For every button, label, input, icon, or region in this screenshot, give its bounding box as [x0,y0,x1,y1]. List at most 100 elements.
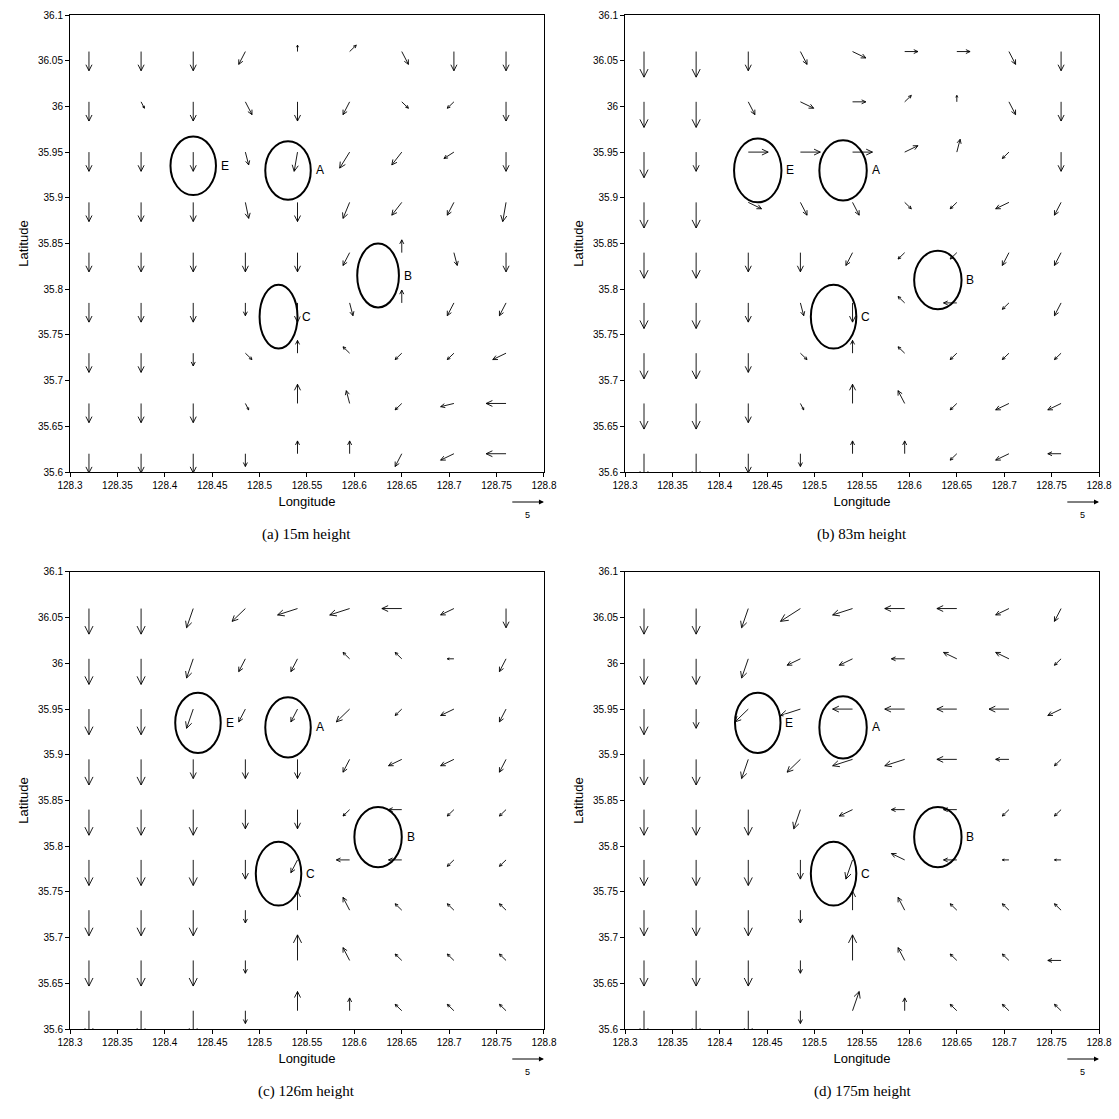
svg-text:128.3: 128.3 [613,480,638,491]
svg-text:B: B [404,269,412,283]
svg-text:A: A [316,163,324,177]
svg-text:35.9: 35.9 [44,192,64,203]
svg-text:128.65: 128.65 [386,480,417,491]
svg-text:36: 36 [52,101,64,112]
svg-text:36.05: 36.05 [38,612,63,623]
svg-text:35.6: 35.6 [44,467,64,478]
svg-text:A: A [872,720,880,734]
svg-text:35.85: 35.85 [593,238,618,249]
svg-text:35.8: 35.8 [44,284,64,295]
svg-text:35.6: 35.6 [44,1024,64,1035]
svg-text:128.7: 128.7 [992,480,1017,491]
svg-text:128.4: 128.4 [707,1037,732,1048]
svg-text:128.45: 128.45 [752,480,783,491]
svg-text:Longitude: Longitude [278,1051,335,1066]
svg-text:5: 5 [525,1067,530,1077]
svg-text:128.3: 128.3 [57,480,82,491]
svg-text:B: B [407,830,415,844]
svg-text:35.6: 35.6 [599,1024,619,1035]
svg-text:128.65: 128.65 [386,1037,417,1048]
svg-text:35.95: 35.95 [593,147,618,158]
svg-text:Longitude: Longitude [833,494,890,509]
svg-text:Longitude: Longitude [833,1051,890,1066]
svg-text:35.95: 35.95 [38,147,63,158]
svg-text:B: B [966,273,974,287]
svg-text:35.9: 35.9 [599,749,619,760]
svg-text:36: 36 [607,658,619,669]
svg-text:128.65: 128.65 [942,1037,973,1048]
svg-text:128.6: 128.6 [897,480,922,491]
svg-text:35.85: 35.85 [593,795,618,806]
svg-text:128.4: 128.4 [152,480,177,491]
svg-text:128.4: 128.4 [152,1037,177,1048]
svg-text:128.45: 128.45 [197,1037,228,1048]
svg-text:E: E [221,159,229,173]
svg-text:35.7: 35.7 [599,375,619,386]
svg-text:E: E [226,716,234,730]
svg-text:128.8: 128.8 [531,1037,556,1048]
svg-text:128.6: 128.6 [342,480,367,491]
svg-text:128.45: 128.45 [197,480,228,491]
svg-text:128.55: 128.55 [847,480,878,491]
svg-text:36: 36 [607,101,619,112]
svg-text:35.7: 35.7 [44,375,64,386]
svg-text:128.3: 128.3 [613,1037,638,1048]
svg-text:C: C [861,867,870,881]
svg-text:A: A [316,720,324,734]
svg-text:E: E [786,163,794,177]
svg-text:128.35: 128.35 [102,1037,133,1048]
svg-text:A: A [872,163,880,177]
svg-text:128.75: 128.75 [1036,480,1067,491]
svg-text:35.9: 35.9 [599,192,619,203]
svg-text:128.75: 128.75 [1036,1037,1067,1048]
svg-text:C: C [306,867,315,881]
svg-text:128.5: 128.5 [802,480,827,491]
svg-text:128.7: 128.7 [437,480,462,491]
svg-text:35.9: 35.9 [44,749,64,760]
svg-text:C: C [861,310,870,324]
svg-text:(d) 175m height: (d) 175m height [814,1083,911,1100]
svg-text:Latitude: Latitude [571,777,586,823]
svg-text:128.5: 128.5 [247,1037,272,1048]
svg-text:35.95: 35.95 [38,704,63,715]
svg-text:128.6: 128.6 [342,1037,367,1048]
svg-text:35.75: 35.75 [593,329,618,340]
svg-text:35.65: 35.65 [593,978,618,989]
svg-text:128.75: 128.75 [481,1037,512,1048]
svg-text:35.95: 35.95 [593,704,618,715]
svg-text:128.8: 128.8 [1086,1037,1111,1048]
svg-text:B: B [966,830,974,844]
svg-text:128.55: 128.55 [292,1037,323,1048]
svg-text:35.7: 35.7 [599,932,619,943]
svg-text:Latitude: Latitude [571,220,586,266]
svg-text:(b) 83m height: (b) 83m height [817,526,907,543]
svg-text:35.75: 35.75 [38,886,63,897]
svg-text:35.8: 35.8 [44,841,64,852]
svg-text:36.1: 36.1 [44,10,64,21]
svg-text:35.65: 35.65 [593,421,618,432]
svg-text:35.65: 35.65 [38,978,63,989]
svg-text:128.35: 128.35 [102,480,133,491]
svg-text:5: 5 [1080,1067,1085,1077]
svg-text:36.1: 36.1 [599,10,619,21]
svg-text:128.65: 128.65 [942,480,973,491]
svg-text:128.7: 128.7 [437,1037,462,1048]
svg-text:128.55: 128.55 [847,1037,878,1048]
svg-text:128.35: 128.35 [657,1037,688,1048]
svg-text:35.75: 35.75 [593,886,618,897]
svg-text:128.75: 128.75 [481,480,512,491]
svg-text:128.3: 128.3 [57,1037,82,1048]
svg-text:128.4: 128.4 [707,480,732,491]
svg-text:36.05: 36.05 [593,612,618,623]
svg-text:128.5: 128.5 [247,480,272,491]
svg-text:35.85: 35.85 [38,795,63,806]
svg-text:128.7: 128.7 [992,1037,1017,1048]
svg-text:C: C [302,310,311,324]
svg-text:36: 36 [52,658,64,669]
svg-text:Latitude: Latitude [16,220,31,266]
svg-text:5: 5 [1080,510,1085,520]
svg-text:36.1: 36.1 [599,566,619,577]
svg-text:Longitude: Longitude [278,494,335,509]
svg-text:E: E [785,716,793,730]
svg-text:35.8: 35.8 [599,284,619,295]
